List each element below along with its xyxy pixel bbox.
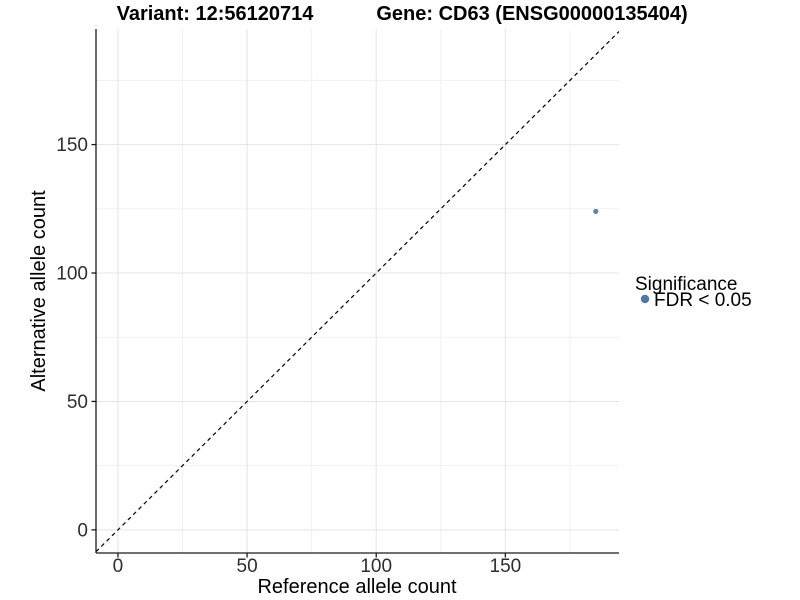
data-points-layer — [593, 208, 599, 214]
data-point — [593, 208, 599, 214]
y-axis-tick-labels: 0 50 100 150 — [56, 135, 88, 541]
x-tick-label: 50 — [237, 556, 258, 577]
y-tick-label: 100 — [56, 264, 88, 285]
legend-title: Significance — [635, 274, 737, 295]
x-axis-title: Reference allele count — [257, 576, 456, 598]
identity-line — [95, 31, 620, 553]
x-tick-label: 150 — [490, 556, 522, 577]
y-tick-label: 0 — [77, 520, 88, 541]
plot-title-variant: Variant: 12:56120714 — [117, 3, 315, 25]
x-axis-tick-labels: 0 50 100 150 — [113, 556, 522, 577]
plot-title-gene: Gene: CD63 (ENSG00000135404) — [376, 3, 687, 25]
y-tick-label: 50 — [67, 392, 88, 413]
legend-entry-label: FDR < 0.05 — [654, 290, 752, 311]
y-axis-title: Alternative allele count — [28, 190, 50, 392]
y-tick-label: 150 — [56, 135, 88, 156]
axes — [95, 29, 619, 554]
legend: Significance FDR < 0.05 — [635, 274, 752, 311]
x-tick-label: 0 — [113, 556, 124, 577]
axis-tick-marks — [91, 143, 507, 558]
major-gridlines — [96, 29, 619, 553]
x-tick-label: 100 — [360, 556, 392, 577]
legend-key-dot-icon — [640, 294, 650, 304]
